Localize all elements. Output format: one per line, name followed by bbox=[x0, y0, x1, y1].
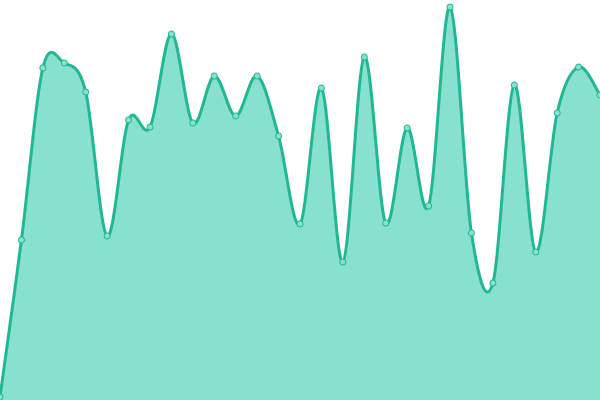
data-point bbox=[60, 59, 68, 67]
data-point bbox=[296, 220, 304, 228]
data-point bbox=[189, 119, 197, 127]
data-point bbox=[425, 202, 433, 210]
data-point bbox=[360, 53, 368, 61]
area-line bbox=[0, 5, 600, 398]
data-point bbox=[575, 63, 583, 71]
data-point bbox=[0, 393, 4, 400]
data-point bbox=[467, 229, 475, 237]
data-point bbox=[489, 279, 497, 287]
data-point bbox=[39, 64, 47, 72]
data-point bbox=[403, 124, 411, 132]
data-point bbox=[596, 91, 600, 99]
data-point bbox=[253, 72, 261, 80]
data-point bbox=[553, 109, 561, 117]
data-point bbox=[510, 81, 518, 89]
data-point bbox=[82, 88, 90, 96]
data-point bbox=[339, 258, 347, 266]
data-point bbox=[232, 112, 240, 120]
data-point bbox=[146, 123, 154, 131]
data-point bbox=[275, 132, 283, 140]
data-point bbox=[317, 84, 325, 92]
data-point bbox=[167, 30, 175, 38]
data-point bbox=[210, 72, 218, 80]
data-point bbox=[125, 116, 133, 124]
data-point bbox=[103, 232, 111, 240]
data-point bbox=[532, 248, 540, 256]
data-point bbox=[382, 219, 390, 227]
data-point bbox=[17, 236, 25, 244]
data-point bbox=[446, 3, 454, 11]
area-fill bbox=[0, 6, 600, 400]
